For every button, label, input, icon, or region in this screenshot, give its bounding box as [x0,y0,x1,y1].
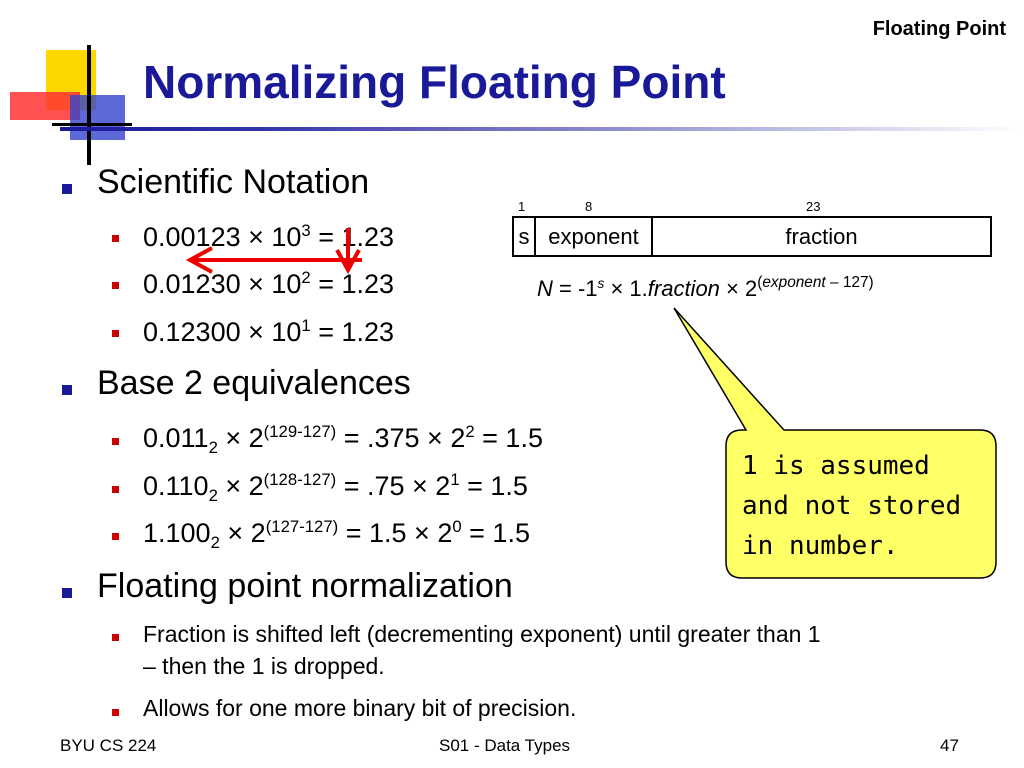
bit-count-sign: 1 [518,199,526,214]
logo-blue-square [70,95,125,140]
sub-bullet-marker [112,634,119,641]
sub-bullet-marker [112,486,119,493]
norm-item-1-line2: – then the 1 is dropped. [143,653,385,679]
bullet-scientific-notation: Scientific Notation [97,163,370,201]
norm-item-2: Allows for one more binary bit of precis… [143,695,577,721]
bit-count-fraction: 23 [806,199,821,214]
bullet-marker [62,588,72,598]
field-sign: s [512,216,536,257]
sub-bullet-marker [112,235,119,242]
shift-left-arrow-head [185,246,213,274]
logo-vertical-line [87,45,91,165]
bullet-normalization: Floating point normalization [97,567,513,605]
bullet-marker [62,385,72,395]
sci-item-3: 0.12300 × 101 = 1.23 [143,315,395,347]
base2-item-1: 0.0112 × 2(129-127) = .375 × 22 = 1.5 [143,421,543,457]
logo-horizontal-line [52,123,132,126]
sci-item-1: 0.00123 × 103 = 1.23 [143,220,395,252]
sub-bullet-marker [112,533,119,540]
sub-bullet-marker [112,438,119,445]
norm-item-1-line1: Fraction is shifted left (decrementing e… [143,621,821,647]
bullet-base2-equivalences: Base 2 equivalences [97,364,411,402]
callout-bubble [673,307,997,579]
title-underline [60,127,1024,131]
sci-item-2: 0.01230 × 102 = 1.23 [143,267,395,299]
footer-topic: S01 - Data Types [439,736,571,755]
base2-item-2: 0.1102 × 2(128-127) = .75 × 21 = 1.5 [143,469,528,505]
sub-bullet-marker [112,709,119,716]
footer-course: BYU CS 224 [60,736,157,755]
callout-line-2: and not stored [742,491,962,521]
corner-title: Floating Point [872,18,1006,40]
sub-bullet-marker [112,330,119,337]
callout-line-1: 1 is assumed [742,451,930,481]
bullet-marker [62,184,72,194]
logo-red-bar [10,92,80,120]
exponent-down-arrow-head [335,249,361,275]
float-formula: N = -1s × 1.fraction × 2(exponent – 127) [537,273,874,301]
callout-text: 1 is assumed and not stored in number. [742,446,982,566]
field-exponent: exponent [534,216,653,257]
corner-logo [10,45,132,165]
base2-item-3: 1.1002 × 2(127-127) = 1.5 × 20 = 1.5 [143,516,530,552]
shift-arrows [185,228,362,275]
footer-page-number: 47 [940,736,959,755]
bit-count-exponent: 8 [585,199,593,214]
callout-line-3: in number. [742,531,899,561]
field-fraction: fraction [651,216,992,257]
page-title: Normalizing Floating Point [143,56,726,108]
sub-bullet-marker [112,282,119,289]
